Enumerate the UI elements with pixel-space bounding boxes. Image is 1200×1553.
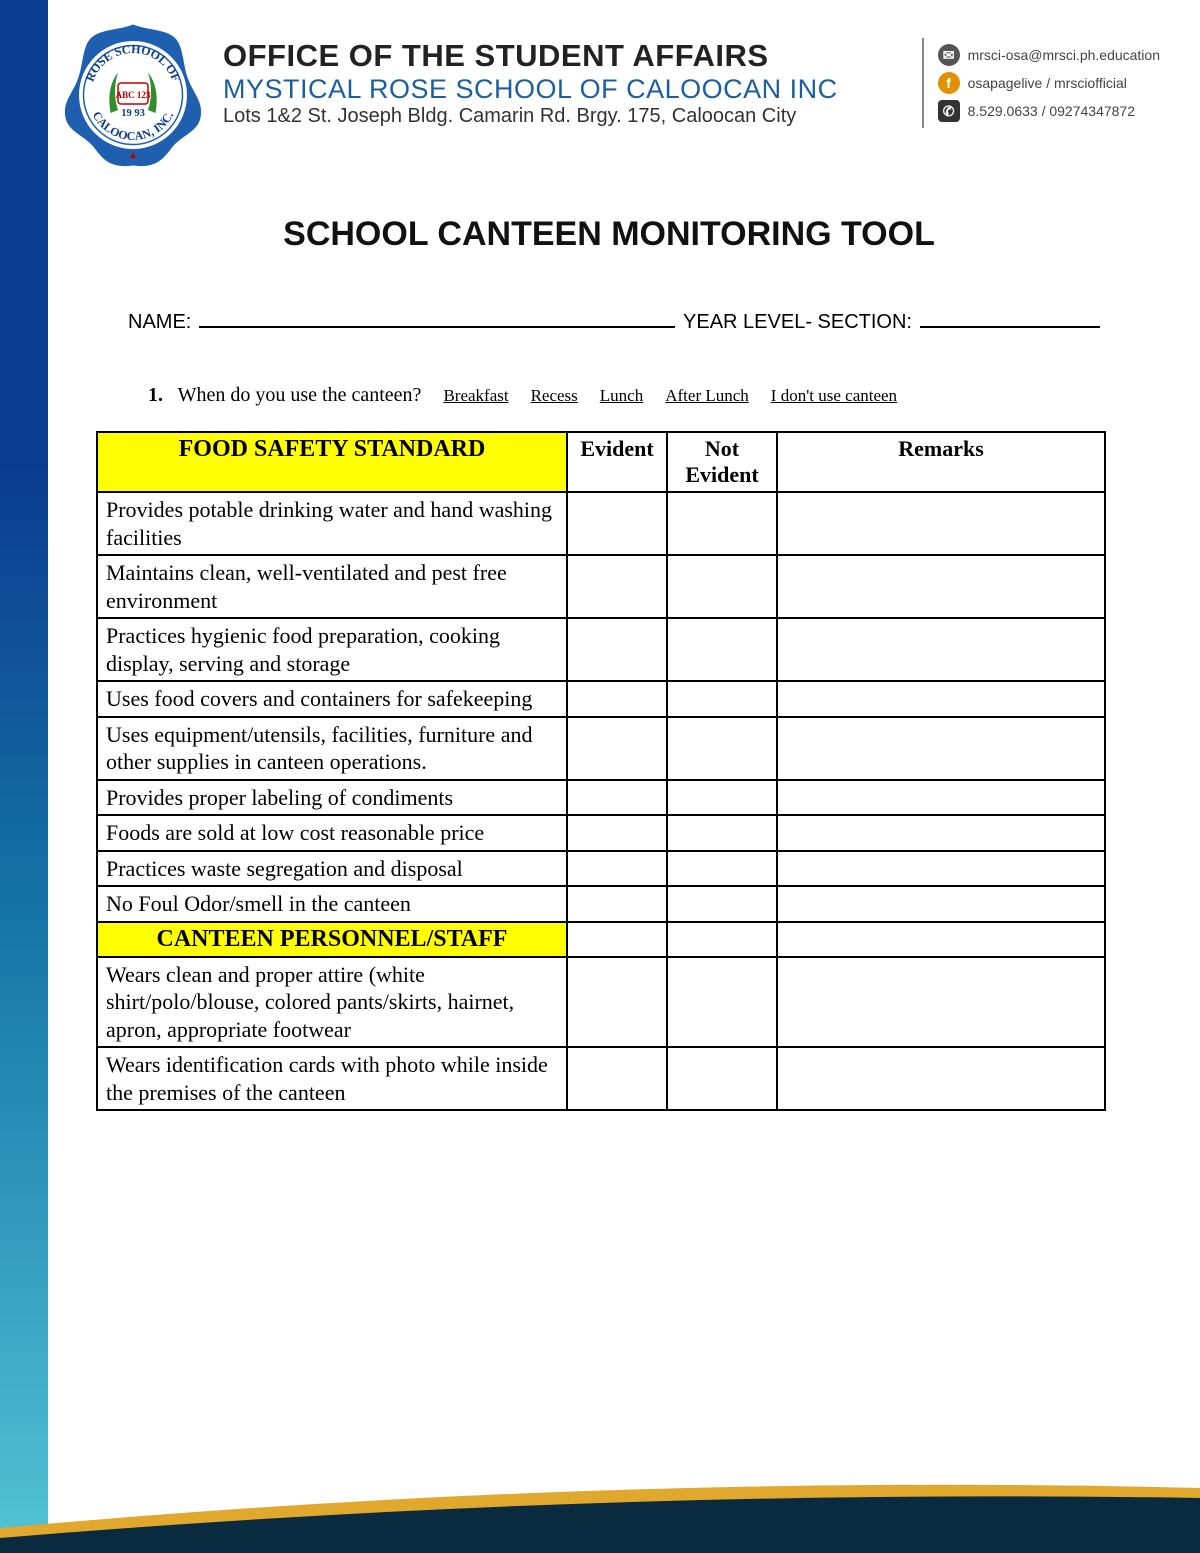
question-text: When do you use the canteen? xyxy=(178,384,422,406)
year-input-line[interactable] xyxy=(920,304,1100,328)
cell-remarks[interactable] xyxy=(777,618,1105,681)
section-header-personnel: CANTEEN PERSONNEL/STAFF xyxy=(97,922,567,957)
footer-swoosh xyxy=(0,1433,1200,1553)
cell-not-evident[interactable] xyxy=(667,815,777,851)
table-row: Wears clean and proper attire (white shi… xyxy=(97,957,567,1048)
cell-remarks[interactable] xyxy=(777,886,1105,922)
cell-remarks[interactable] xyxy=(777,717,1105,780)
cell-evident[interactable] xyxy=(567,957,667,1048)
svg-text:19 93: 19 93 xyxy=(121,108,145,119)
cell-evident[interactable] xyxy=(567,886,667,922)
school-name: MYSTICAL ROSE SCHOOL OF CALOOCAN INC xyxy=(223,74,922,105)
cell-evident[interactable] xyxy=(567,851,667,887)
table-row: Provides potable drinking water and hand… xyxy=(97,492,567,555)
cell-evident[interactable] xyxy=(567,681,667,717)
option-recess[interactable]: Recess xyxy=(531,386,578,406)
cell-not-evident[interactable] xyxy=(667,851,777,887)
question-1: 1. When do you use the canteen? Breakfas… xyxy=(148,384,1100,407)
cell-evident[interactable] xyxy=(567,922,667,957)
cell-remarks[interactable] xyxy=(777,492,1105,555)
contact-info: ✉ mrsci-osa@mrsci.ph.education f osapage… xyxy=(922,38,1160,128)
office-name: OFFICE OF THE STUDENT AFFAIRS xyxy=(223,38,922,74)
contact-facebook: osapagelive / mrsciofficial xyxy=(968,75,1127,91)
cell-evident[interactable] xyxy=(567,618,667,681)
cell-not-evident[interactable] xyxy=(667,886,777,922)
cell-evident[interactable] xyxy=(567,492,667,555)
cell-not-evident[interactable] xyxy=(667,717,777,780)
table-row: Provides proper labeling of condiments xyxy=(97,780,567,816)
cell-evident[interactable] xyxy=(567,717,667,780)
cell-evident[interactable] xyxy=(567,1047,667,1110)
table-row: Uses food covers and containers for safe… xyxy=(97,681,567,717)
cell-remarks[interactable] xyxy=(777,851,1105,887)
col-remarks: Remarks xyxy=(777,432,1105,492)
cell-evident[interactable] xyxy=(567,555,667,618)
table-row: Practices waste segregation and disposal xyxy=(97,851,567,887)
col-evident: Evident xyxy=(567,432,667,492)
facebook-icon: f xyxy=(938,72,960,94)
table-row: No Foul Odor/smell in the canteen xyxy=(97,886,567,922)
option-after-lunch[interactable]: After Lunch xyxy=(665,386,749,406)
cell-not-evident[interactable] xyxy=(667,492,777,555)
cell-not-evident[interactable] xyxy=(667,922,777,957)
cell-not-evident[interactable] xyxy=(667,780,777,816)
name-input-line[interactable] xyxy=(199,304,675,328)
school-address: Lots 1&2 St. Joseph Bldg. Camarin Rd. Br… xyxy=(223,105,922,128)
school-logo: ROSE SCHOOL OF CALOOCAN, INC. ABC 123 19… xyxy=(58,20,213,175)
name-label: NAME: xyxy=(128,311,191,334)
option-breakfast[interactable]: Breakfast xyxy=(443,386,508,406)
cell-not-evident[interactable] xyxy=(667,957,777,1048)
table-row: Wears identification cards with photo wh… xyxy=(97,1047,567,1110)
cell-not-evident[interactable] xyxy=(667,1047,777,1110)
table-row: Foods are sold at low cost reasonable pr… xyxy=(97,815,567,851)
option-dont-use[interactable]: I don't use canteen xyxy=(771,386,897,406)
col-not-evident: Not Evident xyxy=(667,432,777,492)
cell-remarks[interactable] xyxy=(777,957,1105,1048)
cell-not-evident[interactable] xyxy=(667,618,777,681)
cell-remarks[interactable] xyxy=(777,815,1105,851)
cell-remarks[interactable] xyxy=(777,780,1105,816)
cell-not-evident[interactable] xyxy=(667,681,777,717)
document-title: SCHOOL CANTEEN MONITORING TOOL xyxy=(58,215,1160,254)
email-icon: ✉ xyxy=(938,44,960,66)
cell-not-evident[interactable] xyxy=(667,555,777,618)
table-row: Uses equipment/utensils, facilities, fur… xyxy=(97,717,567,780)
letterhead: ROSE SCHOOL OF CALOOCAN, INC. ABC 123 19… xyxy=(58,20,1160,175)
cell-evident[interactable] xyxy=(567,815,667,851)
year-label: YEAR LEVEL- SECTION: xyxy=(683,311,912,334)
contact-email: mrsci-osa@mrsci.ph.education xyxy=(968,47,1160,63)
question-number: 1. xyxy=(148,384,163,406)
cell-remarks[interactable] xyxy=(777,922,1105,957)
cell-remarks[interactable] xyxy=(777,1047,1105,1110)
phone-icon: ✆ xyxy=(938,100,960,122)
table-row: Maintains clean, well-ventilated and pes… xyxy=(97,555,567,618)
option-lunch[interactable]: Lunch xyxy=(600,386,643,406)
cell-evident[interactable] xyxy=(567,780,667,816)
name-year-line: NAME: YEAR LEVEL- SECTION: xyxy=(128,304,1100,334)
section-header-food-safety: FOOD SAFETY STANDARD xyxy=(97,432,567,492)
side-gradient-bar xyxy=(0,0,48,1553)
cell-remarks[interactable] xyxy=(777,681,1105,717)
monitoring-table: FOOD SAFETY STANDARD Evident Not Evident… xyxy=(96,431,1106,1111)
contact-phone: 8.529.0633 / 09274347872 xyxy=(968,103,1135,119)
table-row: Practices hygienic food preparation, coo… xyxy=(97,618,567,681)
cell-remarks[interactable] xyxy=(777,555,1105,618)
svg-text:ABC 123: ABC 123 xyxy=(116,90,151,100)
